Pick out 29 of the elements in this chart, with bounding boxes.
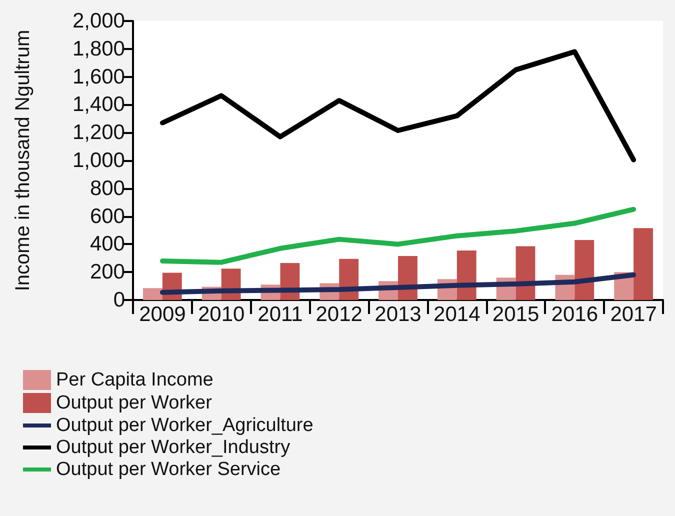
legend-label: Output per Worker — [56, 392, 213, 414]
y-tick-label: 600 — [90, 204, 125, 228]
y-tick-label: 400 — [90, 232, 125, 256]
x-tick-label: 2017 — [610, 303, 657, 326]
y-tick-label: 800 — [90, 176, 125, 200]
legend-label: Output per Worker_Agriculture — [56, 415, 314, 436]
bar — [143, 288, 162, 300]
y-tick-label: 1,000 — [72, 149, 125, 172]
x-tick-label: 2015 — [492, 303, 540, 326]
x-tick-label: 2013 — [374, 303, 422, 326]
x-tick-label: 2010 — [198, 303, 245, 326]
y-tick-label: 1,200 — [72, 121, 125, 144]
bar — [574, 240, 594, 300]
legend-label: Output per Worker Service — [56, 459, 281, 480]
y-axis-title: Income in thousand Ngultrum — [12, 30, 34, 292]
y-tick-label: 1,800 — [72, 37, 125, 60]
y-tick-label: 2,000 — [72, 10, 125, 32]
bar — [634, 228, 653, 300]
y-tick-label: 1,600 — [72, 65, 125, 88]
x-tick-label: 2016 — [551, 303, 598, 326]
legend-label: Output per Worker_Industry — [56, 437, 291, 458]
x-tick-label: 2009 — [139, 303, 186, 326]
y-tick-label: 200 — [90, 260, 125, 284]
x-tick-label: 2014 — [434, 303, 481, 326]
y-tick-label: 0 — [113, 288, 125, 312]
y-tick-label: 1,400 — [72, 93, 125, 116]
x-tick-label: 2012 — [316, 303, 362, 326]
legend-label: Per Capita Income — [56, 370, 214, 390]
x-tick-label: 2011 — [258, 303, 303, 326]
